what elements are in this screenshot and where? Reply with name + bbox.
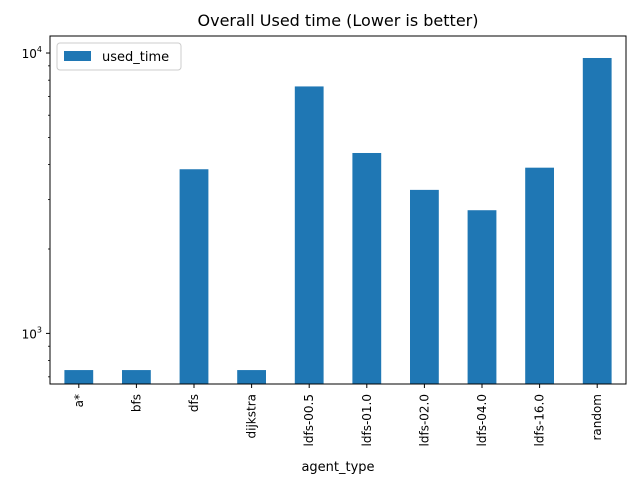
y-axis: 103 104 (22, 45, 50, 378)
x-axis: a* bfs dfs dijkstra ldfs-00.5 ldfs-01.0 ldfs-0… (72, 384, 604, 446)
bar-ldfs-01.0 (352, 152, 382, 384)
legend-swatch (64, 51, 91, 61)
legend: used_time (56, 42, 182, 71)
bars-group (64, 57, 612, 384)
x-tick-label: dfs (187, 394, 201, 412)
plot-frame (49, 35, 627, 385)
chart-title: Overall Used time (Lower is better) (197, 11, 479, 30)
x-tick-label: ldfs-16.0 (533, 394, 547, 446)
bar-ldfs-16.0 (525, 167, 554, 384)
x-tick-label: a* (72, 394, 86, 407)
x-axis-label: agent_type (301, 460, 374, 475)
x-tick-label: ldfs-00.5 (302, 394, 316, 446)
legend-label: used_time (102, 50, 169, 65)
y-tick-label: 103 (22, 325, 42, 341)
bar-random (582, 57, 612, 384)
x-tick-label: ldfs-02.0 (417, 394, 431, 446)
bar-dijkstra (237, 370, 266, 384)
bar-dfs (179, 169, 209, 384)
y-tick-label: 104 (22, 45, 42, 61)
x-tick-label: bfs (129, 394, 143, 412)
x-tick-label: ldfs-04.0 (475, 394, 489, 446)
bar-ldfs-00.5 (294, 86, 324, 384)
bar-ldfs-02.0 (410, 189, 439, 384)
legend-box (56, 42, 182, 71)
bar-bfs (122, 370, 151, 384)
bar-ldfs-04.0 (467, 210, 497, 384)
x-tick-label: random (590, 394, 604, 441)
x-tick-label: dijkstra (245, 394, 259, 438)
bar-a* (64, 370, 94, 384)
x-tick-label: ldfs-01.0 (360, 394, 374, 446)
